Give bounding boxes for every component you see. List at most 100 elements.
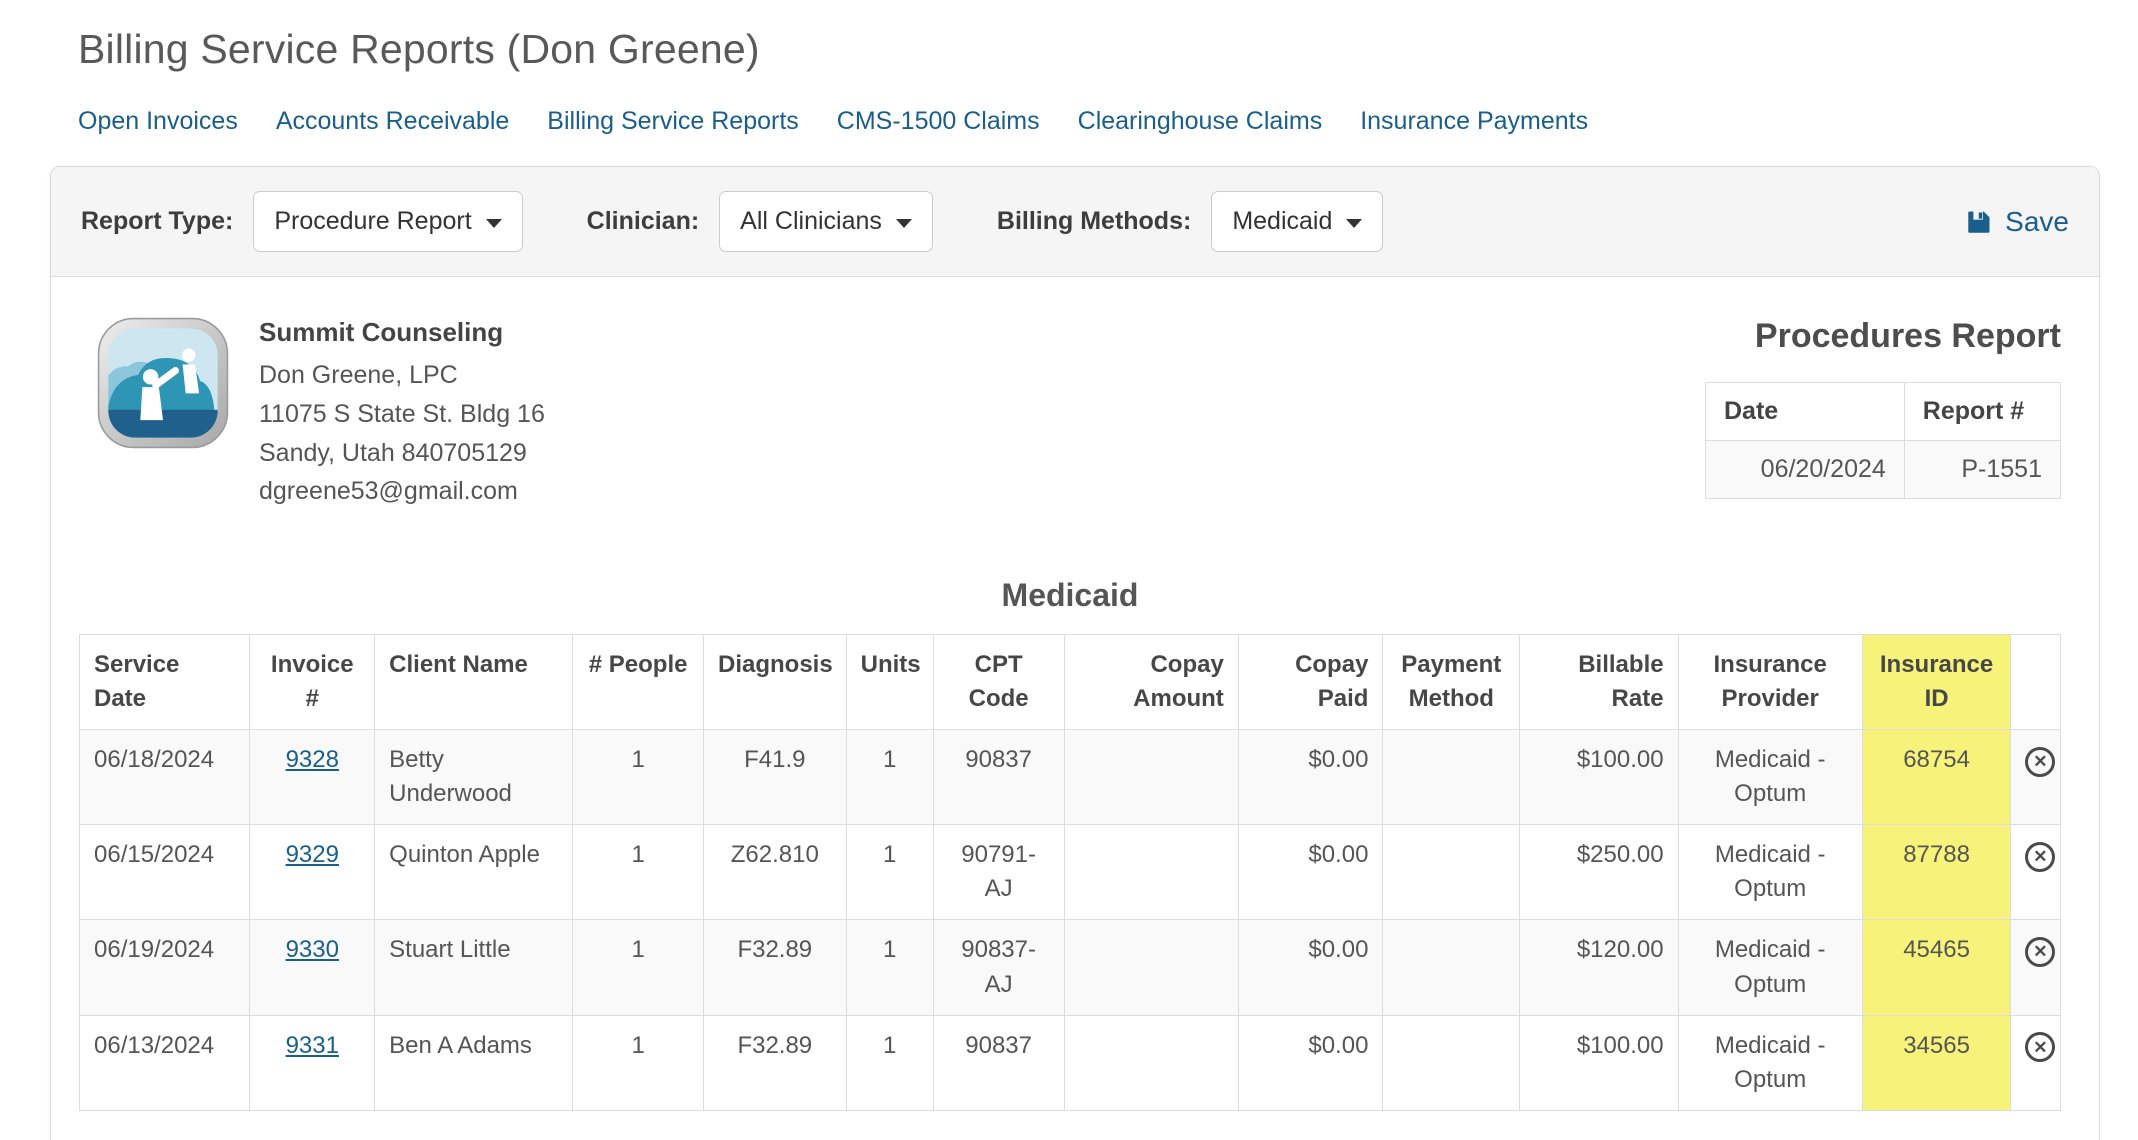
nav-accounts-receivable[interactable]: Accounts Receivable (275, 107, 510, 135)
service-date-cell: 06/18/2024 (78, 729, 251, 826)
diagnosis-cell: Z62.810 (702, 824, 847, 921)
cpt-code-cell: 90791-AJ (932, 824, 1065, 921)
copay-amount-cell (1063, 729, 1239, 826)
units-cell: 1 (845, 1014, 934, 1111)
remove-row-button[interactable]: ✕ (2025, 841, 2056, 872)
circle-x-icon: ✕ (2025, 746, 2056, 777)
col-insurance-provider: Insurance Provider (1677, 633, 1863, 731)
practice-address-city: Sandy, Utah 840705129 (259, 438, 527, 467)
caret-down-icon (1346, 218, 1363, 228)
col-units: Units (845, 633, 934, 731)
clinician-label: Clinician: (586, 207, 700, 235)
table-row: 06/19/2024 9330 Stuart Little 1 F32.89 1… (78, 919, 2061, 1016)
circle-x-icon: ✕ (2025, 936, 2056, 967)
col-client-name: Client Name (374, 633, 574, 731)
remove-row-button[interactable]: ✕ (2025, 936, 2056, 967)
top-nav: Open Invoices Accounts Receivable Billin… (78, 107, 2138, 136)
nav-insurance-payments[interactable]: Insurance Payments (1360, 107, 1589, 135)
payment-method-cell (1382, 729, 1521, 826)
nav-open-invoices[interactable]: Open Invoices (78, 107, 238, 135)
procedures-report-heading: Procedures Report (1754, 317, 2061, 355)
practice-logo (97, 317, 229, 449)
billing-methods-label: Billing Methods: (996, 207, 1192, 235)
clinician-dropdown[interactable]: All Clinicians (719, 191, 933, 252)
remove-row-button[interactable]: ✕ (2025, 1032, 2056, 1063)
invoice-link[interactable]: 9328 (285, 746, 339, 774)
caret-down-icon (895, 218, 912, 228)
diagnosis-cell: F32.89 (702, 919, 847, 1016)
cpt-code-cell: 90837-AJ (932, 919, 1065, 1016)
billable-rate-cell: $250.00 (1519, 824, 1679, 921)
practice-email: dgreene53@gmail.com (259, 477, 518, 506)
invoice-link[interactable]: 9329 (285, 841, 339, 869)
practice-name: Summit Counseling (259, 317, 504, 347)
units-cell: 1 (845, 824, 934, 921)
save-button[interactable]: Save (1965, 206, 2069, 238)
remove-row-button[interactable]: ✕ (2025, 746, 2056, 777)
insurance-provider-cell: Medicaid - Optum (1677, 919, 1863, 1016)
col-insurance-id: Insurance ID (1861, 633, 2012, 731)
col-payment-method: Payment Method (1382, 633, 1521, 731)
circle-x-icon: ✕ (2025, 841, 2056, 872)
col-diagnosis: Diagnosis (702, 633, 847, 731)
report-type-dropdown[interactable]: Procedure Report (253, 191, 523, 252)
col-copay-paid: Copay Paid (1237, 633, 1384, 731)
report-type-value: Procedure Report (274, 207, 472, 235)
nav-cms-1500-claims[interactable]: CMS-1500 Claims (836, 107, 1040, 135)
people-cell: 1 (572, 919, 704, 1016)
insurance-provider-cell: Medicaid - Optum (1677, 824, 1863, 921)
practice-info: Summit Counseling Don Greene, LPC 11075 … (79, 317, 545, 511)
client-name-cell: Stuart Little (374, 919, 574, 1016)
nav-billing-service-reports[interactable]: Billing Service Reports (547, 107, 799, 135)
save-button-label: Save (2005, 205, 2069, 237)
practice-address-street: 11075 S State St. Bldg 16 (259, 399, 545, 428)
service-date-cell: 06/15/2024 (78, 824, 251, 921)
report-meta: Procedures Report Date Report # 06/20/20… (1705, 317, 2062, 499)
meta-report-number-header: Report # (1903, 382, 2062, 441)
payment-method-cell (1382, 824, 1521, 921)
billing-methods-dropdown[interactable]: Medicaid (1211, 191, 1384, 252)
col-cpt-code: CPT Code (932, 633, 1065, 731)
copay-paid-cell: $0.00 (1237, 919, 1384, 1016)
section-heading: Medicaid (1001, 577, 1139, 613)
clinician-value: All Clinicians (740, 207, 882, 235)
procedures-table: Service Date Invoice # Client Name # Peo… (78, 633, 2061, 1111)
save-icon (1965, 208, 1993, 236)
invoice-link[interactable]: 9330 (285, 936, 339, 964)
insurance-id-cell: 68754 (1861, 729, 2012, 826)
billing-methods-value: Medicaid (1232, 207, 1333, 235)
client-name-cell: Quinton Apple (374, 824, 574, 921)
report-type-label: Report Type: (81, 207, 234, 235)
cpt-code-cell: 90837 (932, 729, 1065, 826)
service-date-cell: 06/13/2024 (78, 1014, 251, 1111)
people-cell: 1 (572, 729, 704, 826)
table-header-row: Service Date Invoice # Client Name # Peo… (78, 633, 2061, 731)
billable-rate-cell: $100.00 (1519, 1014, 1679, 1111)
report-meta-table: Date Report # 06/20/2024 P-1551 (1705, 382, 2062, 499)
units-cell: 1 (845, 919, 934, 1016)
practice-clinician: Don Greene, LPC (259, 361, 458, 389)
col-invoice: Invoice # (249, 633, 376, 731)
insurance-provider-cell: Medicaid - Optum (1677, 1014, 1863, 1111)
page-title: Billing Service Reports (Don Greene) (78, 26, 760, 72)
insurance-provider-cell: Medicaid - Optum (1677, 729, 1863, 826)
report-content: Summit Counseling Don Greene, LPC 11075 … (51, 277, 2099, 1140)
payment-method-cell (1382, 1014, 1521, 1111)
meta-date-header: Date (1705, 382, 1905, 441)
people-cell: 1 (572, 824, 704, 921)
copay-amount-cell (1063, 919, 1239, 1016)
billable-rate-cell: $120.00 (1519, 919, 1679, 1016)
col-actions (2010, 633, 2061, 731)
insurance-id-cell: 34565 (1861, 1014, 2012, 1111)
caret-down-icon (485, 218, 502, 228)
table-row: 06/18/2024 9328 Betty Underwood 1 F41.9 … (78, 729, 2061, 826)
filter-bar: Report Type: Procedure Report Clinician:… (51, 167, 2099, 277)
client-name-cell: Betty Underwood (374, 729, 574, 826)
cpt-code-cell: 90837 (932, 1014, 1065, 1111)
col-people: # People (572, 633, 704, 731)
service-date-cell: 06/19/2024 (78, 919, 251, 1016)
invoice-link[interactable]: 9331 (285, 1031, 339, 1059)
nav-clearinghouse-claims[interactable]: Clearinghouse Claims (1077, 107, 1323, 135)
insurance-id-cell: 87788 (1861, 824, 2012, 921)
circle-x-icon: ✕ (2025, 1032, 2056, 1063)
